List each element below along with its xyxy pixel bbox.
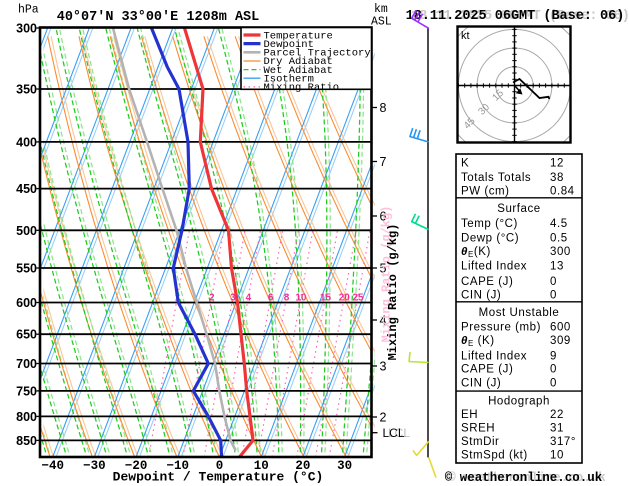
- svg-text:Lifted Index: Lifted Index: [461, 351, 527, 363]
- svg-text:10: 10: [550, 450, 564, 462]
- svg-text:Temp (°C): Temp (°C): [461, 218, 518, 230]
- svg-text:−10: −10: [167, 459, 190, 473]
- svg-text:Mixing Ratio (g/kg): Mixing Ratio (g/kg): [386, 224, 400, 361]
- svg-text:© weatheronline.co.uk: © weatheronline.co.uk: [448, 471, 606, 485]
- svg-text:3: 3: [380, 360, 387, 374]
- svg-text:LCL: LCL: [388, 426, 410, 440]
- svg-text:CIN (J): CIN (J): [461, 289, 501, 301]
- svg-text:Lifted Index: Lifted Index: [461, 260, 527, 272]
- svg-text:StmDir: StmDir: [461, 436, 499, 448]
- svg-text:18.11.2025 06GMT (Base: 06): 18.11.2025 06GMT (Base: 06): [406, 9, 625, 24]
- svg-text:Parcel Trajectory: Parcel Trajectory: [264, 48, 371, 60]
- svg-text:4: 4: [380, 314, 387, 328]
- svg-text:Dewpoint: Dewpoint: [264, 39, 314, 51]
- svg-text:Hodograph: Hodograph: [488, 395, 550, 407]
- svg-text:8: 8: [284, 293, 290, 304]
- svg-text:θE (K): θE (K): [461, 335, 495, 348]
- svg-text:CIN (J): CIN (J): [461, 378, 501, 390]
- svg-text:500: 500: [16, 224, 37, 238]
- svg-text:−40: −40: [41, 459, 64, 473]
- svg-text:650: 650: [16, 328, 37, 342]
- svg-text:0: 0: [216, 459, 224, 473]
- svg-text:10: 10: [295, 293, 307, 304]
- svg-text:300: 300: [16, 22, 37, 36]
- svg-text:400: 400: [16, 135, 37, 149]
- svg-text:13: 13: [550, 260, 564, 272]
- svg-text:750: 750: [16, 384, 37, 398]
- svg-text:0: 0: [550, 363, 557, 375]
- svg-text:CAPE (J): CAPE (J): [461, 276, 513, 288]
- svg-text:StmSpd (kt): StmSpd (kt): [461, 450, 528, 462]
- svg-text:5: 5: [380, 262, 387, 276]
- svg-text:22: 22: [550, 409, 564, 421]
- svg-text:0.84: 0.84: [550, 185, 575, 197]
- svg-text:LCL: LCL: [383, 426, 405, 440]
- svg-text:350: 350: [16, 83, 37, 97]
- svg-text:550: 550: [16, 262, 37, 276]
- svg-text:10: 10: [254, 459, 269, 473]
- svg-text:Pressure (mb): Pressure (mb): [461, 322, 541, 334]
- svg-text:0: 0: [550, 276, 557, 288]
- svg-text:300: 300: [550, 246, 571, 258]
- svg-text:40°07'N 33°00'E 1208m ASL: 40°07'N 33°00'E 1208m ASL: [57, 10, 260, 25]
- svg-text:−20: −20: [125, 459, 148, 473]
- svg-text:Dry Adiabat: Dry Adiabat: [264, 56, 333, 68]
- svg-text:© weatheronline.co.uk: © weatheronline.co.uk: [445, 471, 603, 485]
- svg-text:3: 3: [230, 293, 236, 304]
- svg-text:ASL: ASL: [371, 16, 392, 29]
- svg-text:18.11.2025 06GMT (Base: 06): 18.11.2025 06GMT (Base: 06): [411, 9, 629, 24]
- svg-text:0: 0: [550, 378, 557, 390]
- svg-text:450: 450: [16, 182, 37, 196]
- svg-text:Mixing Ratio: Mixing Ratio: [264, 82, 340, 94]
- svg-text:30: 30: [337, 459, 352, 473]
- svg-text:25: 25: [352, 293, 364, 304]
- svg-text:CAPE (J): CAPE (J): [461, 363, 513, 375]
- svg-text:31: 31: [550, 423, 564, 435]
- svg-text:Isotherm: Isotherm: [264, 74, 314, 86]
- svg-text:800: 800: [16, 410, 37, 424]
- svg-text:700: 700: [16, 357, 37, 371]
- svg-text:12: 12: [550, 157, 564, 169]
- svg-text:SREH: SREH: [461, 423, 495, 435]
- svg-text:km: km: [374, 3, 388, 16]
- svg-text:K: K: [461, 157, 469, 169]
- svg-text:−30: −30: [83, 459, 106, 473]
- svg-text:38: 38: [550, 172, 564, 184]
- svg-text:6: 6: [268, 293, 274, 304]
- svg-text:8: 8: [380, 101, 387, 115]
- svg-text:850: 850: [16, 434, 37, 448]
- svg-text:20: 20: [339, 293, 351, 304]
- svg-text:2: 2: [209, 293, 215, 304]
- svg-text:hPa: hPa: [18, 4, 39, 17]
- svg-text:7: 7: [380, 155, 387, 169]
- svg-text:4: 4: [246, 293, 252, 304]
- svg-text:0.5: 0.5: [550, 232, 568, 244]
- svg-text:Mixing Ratio (g/kg): Mixing Ratio (g/kg): [380, 206, 394, 343]
- svg-text:Most Unstable: Most Unstable: [479, 307, 560, 319]
- svg-text:9: 9: [550, 351, 557, 363]
- svg-text:Dewpoint / Temperature (°C): Dewpoint / Temperature (°C): [113, 470, 324, 485]
- svg-text:θE(K): θE(K): [461, 246, 491, 259]
- svg-text:Dewp (°C): Dewp (°C): [461, 232, 519, 244]
- svg-text:Totals Totals: Totals Totals: [461, 172, 531, 184]
- svg-text:600: 600: [16, 296, 37, 310]
- svg-text:Wet Adiabat: Wet Adiabat: [264, 65, 333, 77]
- svg-text:Temperature: Temperature: [264, 30, 333, 42]
- svg-text:309: 309: [550, 335, 571, 347]
- svg-text:PW (cm): PW (cm): [461, 185, 510, 197]
- svg-text:317°: 317°: [550, 436, 576, 448]
- svg-text:600: 600: [550, 322, 571, 334]
- svg-text:6: 6: [380, 210, 387, 224]
- svg-text:15: 15: [320, 293, 332, 304]
- svg-text:20: 20: [295, 459, 310, 473]
- svg-text:EH: EH: [461, 409, 478, 421]
- svg-text:4.5: 4.5: [550, 218, 568, 230]
- svg-text:Surface: Surface: [497, 203, 540, 215]
- svg-text:2: 2: [380, 411, 387, 425]
- svg-text:0: 0: [550, 289, 557, 301]
- svg-text:kt: kt: [461, 30, 470, 42]
